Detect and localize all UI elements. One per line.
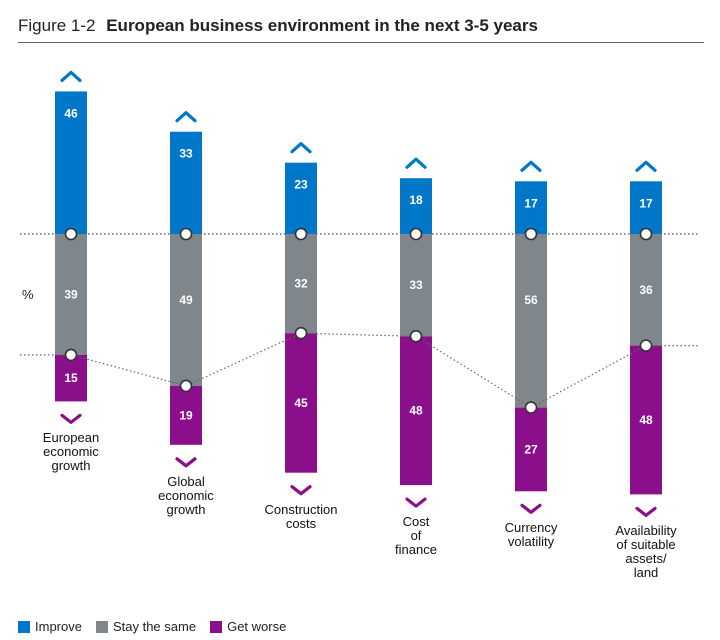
category-label-availability-of-suitable-assets-land: Availability of suitable assets/land — [615, 523, 677, 581]
boundary-marker-get-worse — [639, 339, 653, 352]
data-label-improve-cost-of-finance: 18 — [409, 193, 423, 207]
bar-stay-the-same-currency-volatility — [515, 234, 547, 408]
chevron-up-icon — [405, 157, 427, 169]
boundary-marker-improve — [294, 227, 308, 241]
data-label-improve-availability-of-suitable-assets-land: 17 — [639, 196, 653, 210]
chevron-down-icon — [635, 506, 657, 518]
data-label-get-worse-global-economic-growth: 19 — [179, 408, 193, 422]
legend-label-get-worse: Get worse — [227, 619, 287, 634]
bar-get-worse-european-economic-growth — [55, 354, 87, 402]
category-label-global-economic-growth: Global economic growth — [158, 473, 214, 517]
figure-title: European business environment in the nex… — [106, 16, 538, 35]
boundary-marker-get-worse — [64, 348, 78, 362]
data-label-improve-currency-volatility: 17 — [524, 196, 538, 210]
chevron-up-icon — [635, 160, 657, 172]
chevron-up-icon — [175, 111, 197, 123]
bar-stay-the-same-global-economic-growth — [170, 234, 202, 386]
data-label-get-worse-currency-volatility: 27 — [524, 442, 538, 456]
bar-stay-the-same-cost-of-finance — [400, 234, 432, 337]
legend-item-stay-the-same: Stay the same — [95, 619, 197, 634]
data-label-get-worse-cost-of-finance: 48 — [409, 404, 423, 418]
data-label-stay-the-same-global-economic-growth: 49 — [179, 293, 193, 307]
legend-label-stay-the-same: Stay the same — [112, 619, 197, 634]
chevron-down-icon — [520, 503, 542, 514]
bar-improve-construction-costs — [285, 162, 317, 234]
bar-improve-european-economic-growth — [55, 91, 87, 235]
chart-title: Figure 1-2 European business environment… — [18, 16, 538, 36]
bar-improve-cost-of-finance — [400, 178, 432, 234]
data-label-improve-european-economic-growth: 46 — [64, 106, 78, 120]
data-label-stay-the-same-currency-volatility: 56 — [524, 293, 538, 307]
bar-stay-the-same-european-economic-growth — [55, 234, 87, 355]
chevron-up-icon — [520, 160, 542, 172]
boundary-marker-improve — [409, 227, 423, 241]
boundary-marker-get-worse — [409, 329, 423, 343]
y-axis-label: % — [22, 287, 34, 302]
boundary-marker-get-worse — [524, 401, 538, 414]
chevron-down-icon — [405, 497, 427, 508]
chevron-up-icon — [60, 70, 82, 83]
data-label-improve-global-economic-growth: 33 — [179, 147, 193, 161]
legend-swatch-get-worse — [210, 620, 223, 633]
data-label-stay-the-same-cost-of-finance: 33 — [409, 278, 423, 292]
legend: Improve Stay the same Get worse — [18, 619, 286, 634]
bar-get-worse-currency-volatility — [515, 407, 547, 492]
chevron-up-icon — [290, 142, 312, 154]
data-label-stay-the-same-availability-of-suitable-assets-land: 36 — [639, 283, 653, 297]
data-label-stay-the-same-construction-costs: 32 — [294, 277, 308, 291]
bar-get-worse-availability-of-suitable-assets-land — [630, 345, 662, 495]
data-label-get-worse-european-economic-growth: 15 — [64, 371, 78, 385]
title-divider — [18, 42, 704, 43]
boundary-marker-improve — [64, 227, 78, 241]
data-label-get-worse-availability-of-suitable-assets-land: 48 — [639, 413, 653, 427]
boundary-marker-improve — [524, 227, 538, 241]
chevron-down-icon — [290, 485, 312, 496]
data-label-stay-the-same-european-economic-growth: 39 — [64, 287, 78, 301]
bar-improve-currency-volatility — [515, 181, 547, 234]
legend-swatch-improve — [18, 620, 30, 633]
data-label-get-worse-construction-costs: 45 — [294, 396, 308, 410]
bar-get-worse-construction-costs — [285, 333, 317, 473]
bar-stay-the-same-construction-costs — [285, 234, 317, 334]
boundary-marker-improve — [179, 227, 193, 241]
boundary-marker-get-worse — [179, 379, 193, 393]
chevron-down-icon — [60, 413, 82, 424]
bar-get-worse-global-economic-growth — [170, 385, 202, 445]
legend-item-get-worse: Get worse — [210, 619, 286, 634]
boundary-marker-improve — [639, 227, 653, 241]
bar-get-worse-cost-of-finance — [400, 336, 432, 486]
bar-stay-the-same-availability-of-suitable-assets-land — [630, 234, 662, 346]
legend-swatch-stay-the-same — [95, 620, 108, 633]
chevron-down-icon — [175, 457, 197, 468]
category-label-cost-of-finance: Cost of finance — [395, 514, 437, 558]
legend-item-improve: Improve — [18, 619, 82, 634]
category-label-european-economic-growth: European economic growth — [42, 430, 100, 474]
get-worse-boundary-line — [20, 332, 700, 409]
data-label-improve-construction-costs: 23 — [294, 178, 308, 192]
bar-improve-availability-of-suitable-assets-land — [630, 181, 662, 234]
boundary-marker-get-worse — [294, 326, 308, 340]
figure-number: Figure 1-2 — [18, 16, 96, 35]
legend-label-improve: Improve — [35, 619, 82, 634]
bar-improve-global-economic-growth — [170, 131, 202, 234]
category-label-currency-volatility: Currency volatility — [504, 520, 558, 550]
category-label-construction-costs: Construction costs — [264, 501, 338, 531]
